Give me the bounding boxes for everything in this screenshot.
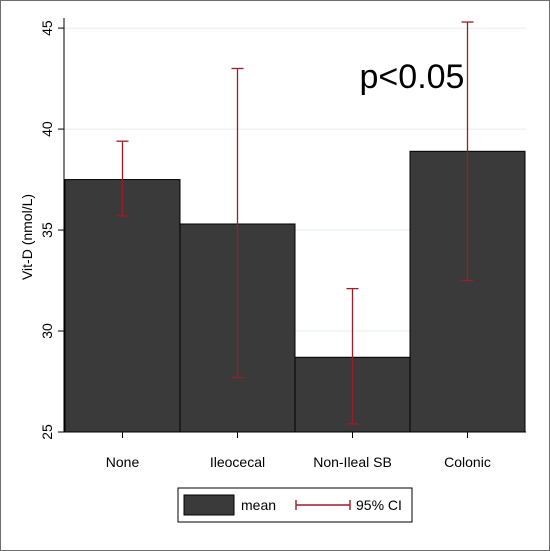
bar-0 [64,179,181,433]
x-tick-labels: None Ileocecal Non-Ileal SB Colonic [106,454,491,470]
y-tick-label-25: 25 [39,424,55,440]
y-tick-label-35: 35 [39,222,55,238]
bars [64,150,526,433]
axes [58,18,526,438]
x-tick-label-1: Ileocecal [210,454,265,470]
x-tick-label-0: None [106,454,140,470]
y-tick-labels: 25 30 35 40 45 [39,20,55,440]
y-tick-label-45: 45 [39,20,55,36]
legend: mean 95% CI [177,487,413,523]
y-tick-label-40: 40 [39,121,55,137]
x-tick-label-2: Non-Ileal SB [313,454,392,470]
y-tick-label-30: 30 [39,323,55,339]
legend-ci-label: 95% CI [356,497,402,513]
legend-mean-label: mean [241,497,276,513]
confidence-intervals [116,21,474,425]
legend-mean-swatch [183,494,235,516]
p-value-annotation: p<0.05 [360,58,465,96]
x-tick-label-3: Colonic [444,454,491,470]
y-axis-label: Vit-D (nmol/L) [19,194,35,280]
